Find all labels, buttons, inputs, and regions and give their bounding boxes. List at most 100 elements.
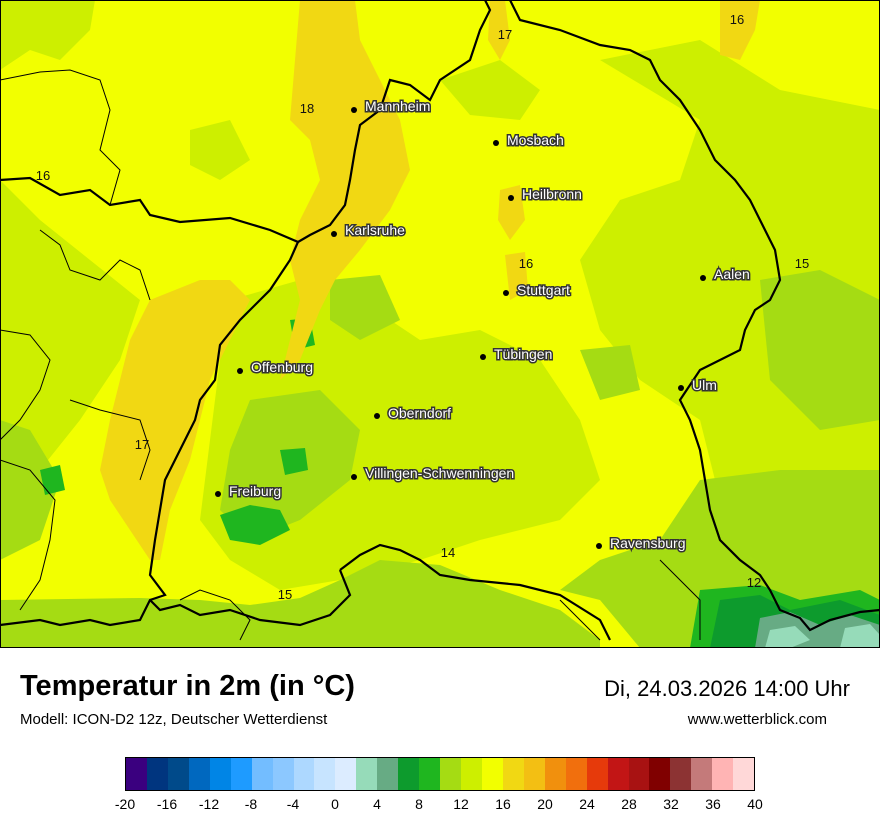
map-title: Temperatur in 2m (in °C) [20, 670, 355, 702]
legend-color-cell [272, 758, 294, 790]
city-label: Mannheim [365, 98, 430, 114]
city-ulm: Ulm [678, 376, 718, 395]
isotherm-label: 17 [498, 27, 512, 42]
legend-tick-label: -8 [244, 796, 258, 812]
isotherm-label: 17 [135, 437, 149, 452]
legend-color-cell [356, 758, 378, 790]
legend-color-cell [649, 758, 671, 790]
city-marker [331, 231, 337, 237]
legend-color-cell [126, 758, 147, 790]
legend-tick-label: -16 [156, 796, 178, 812]
legend-color-cell [733, 758, 755, 790]
city-marker [215, 491, 221, 497]
legend-color-cell [293, 758, 315, 790]
city-marker [351, 474, 357, 480]
legend-tick-label: 40 [747, 796, 763, 812]
isotherm-label: 12 [747, 575, 761, 590]
legend-tick-label: 0 [331, 796, 339, 812]
temperature-zone-light-teal [765, 624, 880, 648]
city-label: Oberndorf [388, 405, 451, 421]
city-marker [596, 543, 602, 549]
city-marker [237, 368, 243, 374]
city-heilbronn: Heilbronn [508, 185, 583, 204]
legend-color-cell [607, 758, 629, 790]
city-marker [700, 275, 706, 281]
city-marker [508, 195, 514, 201]
city-label: Karlsruhe [345, 222, 405, 238]
city-label: Offenburg [251, 359, 313, 375]
color-scale-legend [125, 757, 755, 791]
city-mannheim: Mannheim [351, 97, 432, 116]
legend-color-cell [544, 758, 566, 790]
city-villingen-schwenningen: Villingen-Schwenningen [351, 464, 516, 483]
isotherm-label: 14 [441, 545, 455, 560]
legend-color-cell [398, 758, 420, 790]
legend-tick-label: 16 [495, 796, 511, 812]
legend-color-cell [712, 758, 734, 790]
isotherm-label: 18 [300, 101, 314, 116]
city-label: Ravensburg [610, 535, 686, 551]
cities: Mannheim Mosbach Heilbronn Karlsruhe Stu… [215, 97, 751, 553]
city-label: Stuttgart [517, 282, 570, 298]
city-marker [503, 290, 509, 296]
legend-tick-label: 32 [663, 796, 679, 812]
legend-color-cell [502, 758, 524, 790]
legend-color-cell [628, 758, 650, 790]
city-label: Heilbronn [522, 186, 582, 202]
city-tuebingen: Tübingen [480, 345, 554, 364]
city-stuttgart: Stuttgart [503, 281, 572, 300]
city-label: Tübingen [494, 346, 552, 362]
city-label: Freiburg [229, 483, 281, 499]
city-label: Ulm [692, 377, 717, 393]
model-info: Modell: ICON-D2 12z, Deutscher Wetterdie… [20, 711, 328, 728]
legend-color-cell [565, 758, 587, 790]
isotherm-label: 16 [730, 12, 744, 27]
color-scale-ticks: -20 -16 -12 -8 -4 0 4 8 12 16 20 24 28 32 36 40 [115, 796, 763, 816]
legend-tick-label: -4 [286, 796, 300, 812]
legend-color-cell [377, 758, 399, 790]
forecast-datetime: Di, 24.03.2026 14:00 Uhr [604, 676, 850, 701]
city-karlsruhe: Karlsruhe [331, 221, 407, 240]
legend-color-cell [167, 758, 189, 790]
city-freiburg: Freiburg [215, 482, 283, 501]
legend-color-cell [251, 758, 273, 790]
temperature-zone-warm-yellow [100, 0, 760, 560]
legend-tick-label: 28 [621, 796, 637, 812]
city-marker [480, 354, 486, 360]
legend-color-cell [188, 758, 210, 790]
isotherm-label: 16 [519, 256, 533, 271]
isotherm-labels: 16 17 18 16 16 15 17 14 12 15 [36, 12, 809, 602]
isotherm-label: 16 [36, 168, 50, 183]
legend-color-cell [586, 758, 608, 790]
legend-tick-label: 20 [537, 796, 553, 812]
legend-color-cell [146, 758, 168, 790]
legend-tick-label: -20 [114, 796, 136, 812]
map-footer: Temperatur in 2m (in °C) Modell: ICON-D2… [0, 648, 880, 830]
legend-tick-label: 36 [705, 796, 721, 812]
legend-color-cell [440, 758, 461, 790]
city-aalen: Aalen [700, 265, 751, 284]
city-marker [374, 413, 380, 419]
legend-tick-label: 12 [453, 796, 469, 812]
legend-color-cell [335, 758, 357, 790]
temperature-zone-light-green [0, 0, 880, 590]
legend-color-cell [691, 758, 713, 790]
legend-color-cell [209, 758, 231, 790]
isotherm-label: 15 [795, 256, 809, 271]
city-marker [493, 140, 499, 146]
isotherm-label: 15 [278, 587, 292, 602]
legend-color-cell [523, 758, 545, 790]
district-borders [0, 69, 701, 641]
city-ravensburg: Ravensburg [596, 534, 687, 553]
city-label: Villingen-Schwenningen [365, 465, 514, 481]
temperature-map: 16 17 18 16 16 15 17 14 12 15 Mannheim M… [0, 0, 880, 648]
legend-color-cell [314, 758, 336, 790]
city-oberndorf: Oberndorf [374, 404, 453, 423]
legend-color-cell [461, 758, 482, 790]
legend-color-cell [230, 758, 252, 790]
legend-tick-label: 4 [373, 796, 381, 812]
website-link[interactable]: www.wetterblick.com [687, 711, 827, 728]
city-marker [351, 107, 357, 113]
legend-color-cell [481, 758, 503, 790]
city-offenburg: Offenburg [237, 358, 315, 377]
